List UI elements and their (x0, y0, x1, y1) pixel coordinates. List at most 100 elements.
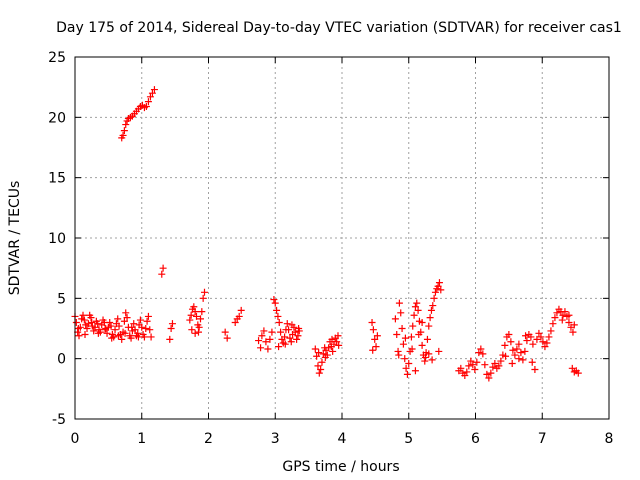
data-point (517, 349, 525, 357)
data-point (314, 362, 322, 370)
data-point (319, 350, 327, 358)
data-point (81, 331, 89, 339)
data-point (535, 329, 543, 337)
data-point (565, 311, 573, 319)
data-point (425, 350, 433, 358)
data-point (223, 334, 231, 342)
data-point (426, 314, 434, 322)
data-point (127, 334, 135, 342)
data-point (194, 328, 202, 336)
data-point (128, 323, 136, 331)
data-point (410, 311, 418, 319)
data-point (467, 357, 475, 365)
data-point (537, 333, 545, 341)
data-point (122, 121, 130, 129)
data-point (134, 333, 142, 341)
data-point (545, 333, 553, 341)
data-point (168, 320, 176, 328)
data-point (235, 312, 243, 320)
data-point (142, 102, 150, 110)
data-point (144, 312, 152, 320)
data-point (270, 296, 278, 304)
data-point (190, 303, 198, 311)
data-point (435, 347, 443, 355)
data-point (495, 362, 503, 370)
data-point (334, 332, 342, 340)
y-axis-label: SDTVAR / TECUs (7, 181, 23, 296)
data-point (281, 340, 289, 348)
data-point (477, 345, 485, 353)
data-point (283, 320, 291, 328)
data-point (275, 343, 283, 351)
data-point (553, 309, 561, 317)
data-point (188, 326, 196, 334)
data-point (199, 294, 207, 302)
data-point (568, 364, 576, 372)
data-point (403, 370, 411, 378)
data-point (294, 332, 302, 340)
data-point (519, 356, 527, 364)
data-point (88, 318, 96, 326)
data-point (369, 326, 377, 334)
data-point (435, 279, 443, 287)
data-point (397, 309, 405, 317)
x-tick-label: 7 (538, 431, 547, 447)
grid-lines (75, 57, 609, 419)
data-point (106, 318, 114, 326)
data-point (266, 335, 274, 343)
data-point (368, 318, 376, 326)
x-tick-label: 0 (71, 431, 80, 447)
data-point (398, 325, 406, 332)
data-point (148, 89, 156, 97)
data-point (491, 359, 499, 367)
data-point (497, 357, 505, 365)
data-point (75, 332, 83, 340)
data-point (483, 370, 491, 378)
data-point (119, 131, 127, 139)
data-point (429, 302, 437, 310)
data-point (527, 333, 535, 341)
data-point (291, 328, 299, 336)
data-point (401, 355, 409, 363)
data-point (394, 347, 402, 355)
data-point (423, 335, 431, 343)
data-point (140, 333, 148, 341)
data-point (395, 299, 403, 307)
data-point (114, 315, 122, 323)
data-point (287, 338, 295, 346)
data-point (146, 93, 154, 101)
data-point (469, 361, 477, 369)
chart-title: Day 175 of 2014, Sidereal Day-to-day VTE… (56, 20, 622, 36)
data-point (395, 351, 403, 359)
y-tick-label: 20 (48, 110, 66, 126)
data-point (371, 335, 379, 343)
data-point (522, 332, 530, 340)
y-tick-labels: -5 0 5 10 15 20 25 (48, 50, 66, 428)
x-tick-label: 4 (338, 431, 347, 447)
data-point (84, 320, 92, 328)
data-point (136, 316, 144, 324)
data-point (523, 337, 531, 345)
data-point (275, 318, 283, 326)
data-point (418, 318, 426, 326)
data-point (72, 318, 80, 326)
data-point (565, 318, 573, 326)
data-point (115, 322, 123, 330)
data-point (461, 372, 469, 380)
data-point (501, 341, 509, 349)
data-point (101, 326, 109, 334)
data-point (408, 345, 416, 353)
y-tick-label: -5 (52, 412, 66, 428)
data-point (391, 315, 399, 323)
data-point (409, 322, 417, 330)
data-point (120, 127, 128, 135)
data-point (134, 329, 142, 337)
data-point (120, 317, 128, 325)
x-tick-label: 8 (605, 431, 614, 447)
data-point (273, 306, 281, 314)
data-point (142, 325, 150, 332)
data-point (511, 351, 519, 359)
data-point (79, 311, 87, 319)
data-point (150, 86, 158, 94)
data-point (425, 322, 433, 330)
